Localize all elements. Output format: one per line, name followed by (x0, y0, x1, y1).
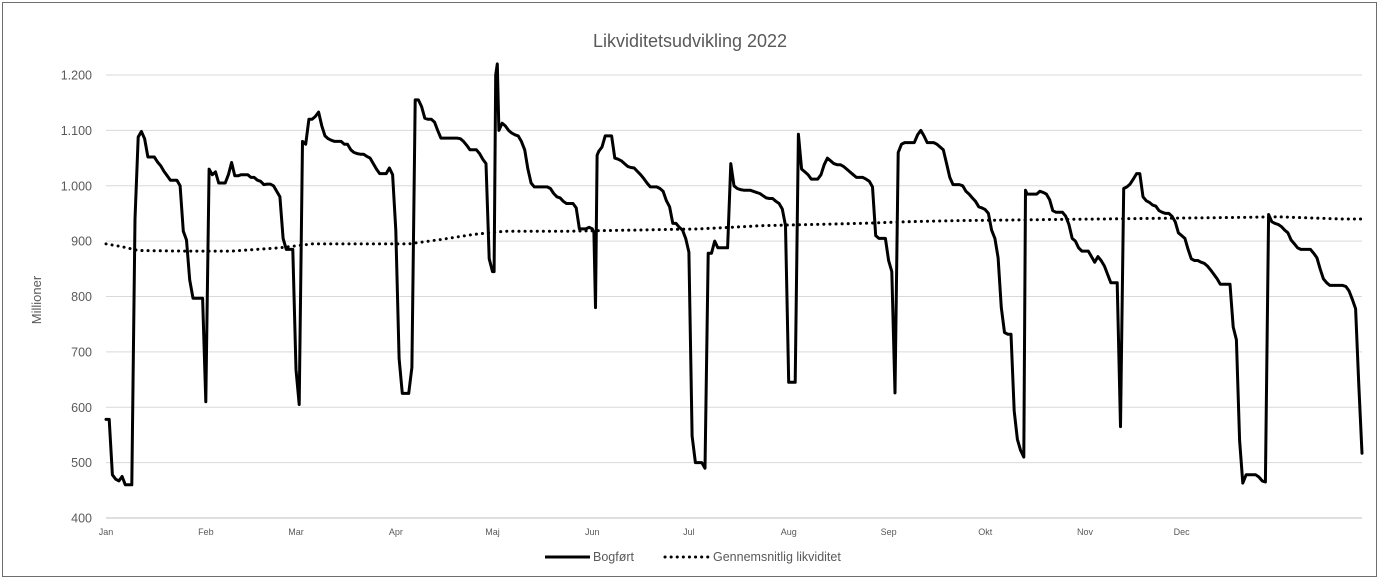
y-tick-label: 400 (71, 512, 92, 526)
series-line (104, 62, 1364, 487)
x-tick-label: Okt (978, 527, 993, 537)
x-tick-label: Feb (198, 527, 214, 537)
y-tick-label: 800 (71, 290, 92, 304)
x-tick-label: Nov (1077, 527, 1094, 537)
x-tick-label: Apr (389, 527, 403, 537)
legend: Bogført Gennemsnitlig likviditet (545, 550, 841, 564)
x-tick-label: Dec (1174, 527, 1191, 537)
x-tick-label: Jun (585, 527, 600, 537)
x-tick-label: Sep (881, 527, 897, 537)
y-axis-label: Millioner (29, 275, 44, 324)
series-line (104, 215, 1364, 253)
y-tick-label: 1.100 (61, 124, 92, 138)
legend-label: Gennemsnitlig likviditet (713, 550, 841, 564)
x-axis-ticks: Jan Feb Mar Apr Maj Jun Jul Aug Sep Okt Nov Dec (99, 527, 1190, 537)
x-tick-label: Jan (99, 527, 114, 537)
plot-area (104, 62, 1364, 487)
y-tick-label: 1.200 (61, 69, 92, 83)
y-tick-label: 700 (71, 345, 92, 359)
legend-label: Bogført (593, 550, 635, 564)
chart-title: Likviditetsudvikling 2022 (593, 31, 787, 51)
y-axis-ticks: 400 500 600 700 800 900 1.000 1.100 1.200 (61, 69, 92, 526)
x-tick-label: Mar (288, 527, 304, 537)
x-tick-label: Aug (781, 527, 797, 537)
y-tick-label: 500 (71, 456, 92, 470)
x-tick-label: Jul (683, 527, 695, 537)
gridlines (106, 74, 1362, 519)
y-tick-label: 600 (71, 401, 92, 415)
y-tick-label: 1.000 (61, 179, 92, 193)
y-tick-label: 900 (71, 235, 92, 249)
x-tick-label: Maj (485, 527, 500, 537)
